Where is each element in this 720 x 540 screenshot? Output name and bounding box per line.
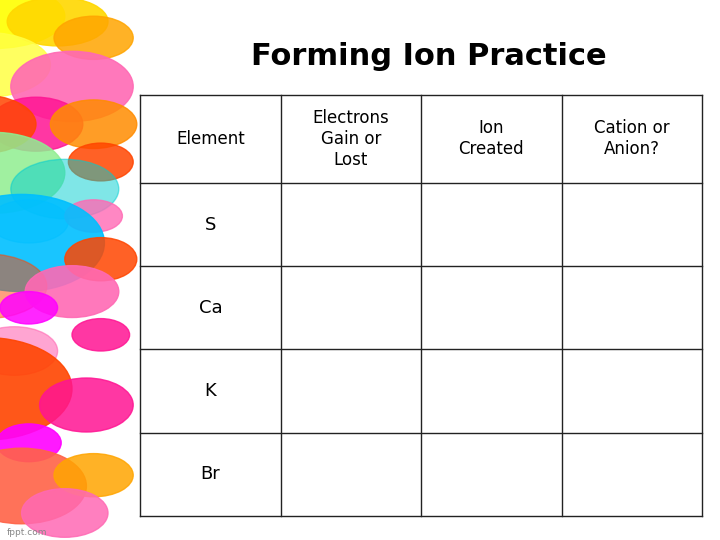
Text: Electrons
Gain or
Lost: Electrons Gain or Lost (312, 109, 390, 168)
Ellipse shape (65, 200, 122, 232)
Ellipse shape (22, 489, 108, 537)
Ellipse shape (0, 194, 104, 292)
Ellipse shape (0, 448, 86, 524)
Text: Element: Element (176, 130, 245, 148)
Text: Ion
Created: Ion Created (459, 119, 524, 158)
Ellipse shape (0, 200, 68, 243)
Ellipse shape (0, 0, 65, 49)
Ellipse shape (0, 97, 83, 151)
Ellipse shape (0, 338, 72, 440)
Ellipse shape (72, 319, 130, 351)
Ellipse shape (25, 266, 119, 318)
Ellipse shape (11, 159, 119, 219)
Ellipse shape (0, 254, 47, 319)
Ellipse shape (0, 32, 50, 97)
Ellipse shape (7, 0, 108, 46)
Text: S: S (205, 215, 216, 233)
Ellipse shape (0, 327, 58, 375)
Text: Br: Br (201, 465, 220, 483)
Ellipse shape (0, 424, 61, 462)
Ellipse shape (40, 378, 133, 432)
Ellipse shape (65, 238, 137, 281)
Text: K: K (204, 382, 217, 400)
Text: Ca: Ca (199, 299, 222, 317)
Ellipse shape (0, 292, 58, 324)
Text: Cation or
Anion?: Cation or Anion? (594, 119, 670, 158)
Ellipse shape (50, 100, 137, 149)
Text: Forming Ion Practice: Forming Ion Practice (251, 42, 606, 71)
Ellipse shape (11, 51, 133, 122)
Text: fppt.com: fppt.com (7, 528, 48, 537)
Ellipse shape (68, 143, 133, 181)
Ellipse shape (0, 132, 65, 213)
Ellipse shape (54, 454, 133, 497)
Ellipse shape (0, 94, 36, 154)
Ellipse shape (54, 16, 133, 59)
